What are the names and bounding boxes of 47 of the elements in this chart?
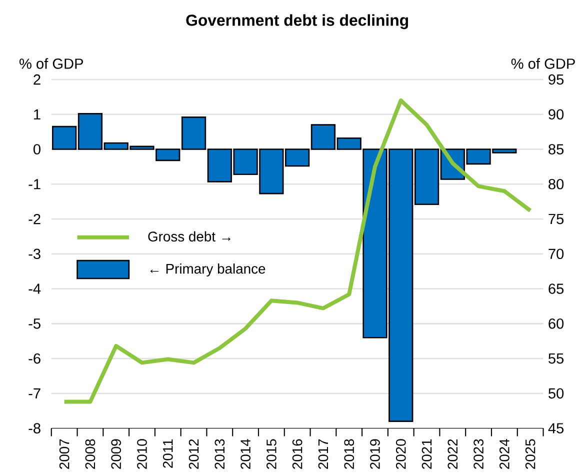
- x-tick-label: 2018: [344, 439, 354, 469]
- y-tick-label: 0: [34, 144, 40, 154]
- x-tick-label: 2013: [214, 439, 225, 469]
- y2-tick-label: 85: [548, 144, 564, 154]
- legend-label: ← Primary balance: [150, 264, 266, 276]
- y-tick-label: -8: [28, 423, 40, 434]
- y2-tick-label: 70: [548, 248, 564, 260]
- y2-tick-label: 65: [548, 284, 564, 294]
- y2-tick-label: 50: [548, 388, 564, 399]
- y-tick-label: -5: [28, 318, 40, 329]
- x-tick-label: 2009: [111, 439, 122, 469]
- x-tick-label: 2016: [292, 439, 302, 469]
- x-tick-label: 2014: [240, 439, 250, 469]
- x-tick-label: 2015: [266, 439, 276, 469]
- y-tick-label: -3: [28, 248, 40, 260]
- line-series: [62, 98, 532, 404]
- x-tick-label: 2011: [162, 439, 173, 468]
- y-tick-label: 1: [34, 109, 40, 120]
- chart-title: Government debt is declining: [186, 14, 408, 30]
- y-tick-label: -7: [28, 388, 40, 398]
- y-axis-title: % of GDP: [20, 58, 84, 69]
- y2-tick-label: 55: [548, 353, 564, 364]
- x-tick-label: 2025: [525, 439, 536, 469]
- y-tick-label: -1: [28, 179, 40, 190]
- x-tick-label: 2021: [422, 439, 432, 469]
- x-tick-label: 2022: [448, 439, 458, 469]
- x-tick-label: 2020: [396, 439, 406, 469]
- y2-tick-label: 60: [548, 318, 564, 329]
- x-tick-label: 2023: [474, 439, 484, 469]
- y2-tick-label: 75: [548, 214, 564, 224]
- y2-axis-title: % of GDP: [511, 58, 575, 69]
- y2-tick-label: 95: [548, 74, 564, 85]
- y-tick-label: 2: [34, 74, 40, 85]
- y-tick-label: -6: [28, 353, 40, 364]
- x-tick-label: 2019: [370, 439, 380, 469]
- legend-label: Gross debt →: [148, 231, 230, 242]
- x-tick-label: 2024: [500, 439, 510, 469]
- x-tick-label: 2008: [85, 439, 96, 469]
- x-tick-label: 2007: [59, 439, 70, 469]
- y2-tick-label: 45: [548, 423, 564, 434]
- x-tick-label: 2017: [318, 439, 328, 469]
- y-tick-label: -4: [28, 284, 41, 294]
- x-tick-label: 2010: [137, 439, 147, 469]
- y2-tick-label: 80: [548, 178, 564, 190]
- x-tick-label: 2012: [188, 439, 199, 469]
- y2-tick-label: 90: [548, 109, 564, 120]
- y-tick-label: -2: [28, 214, 40, 224]
